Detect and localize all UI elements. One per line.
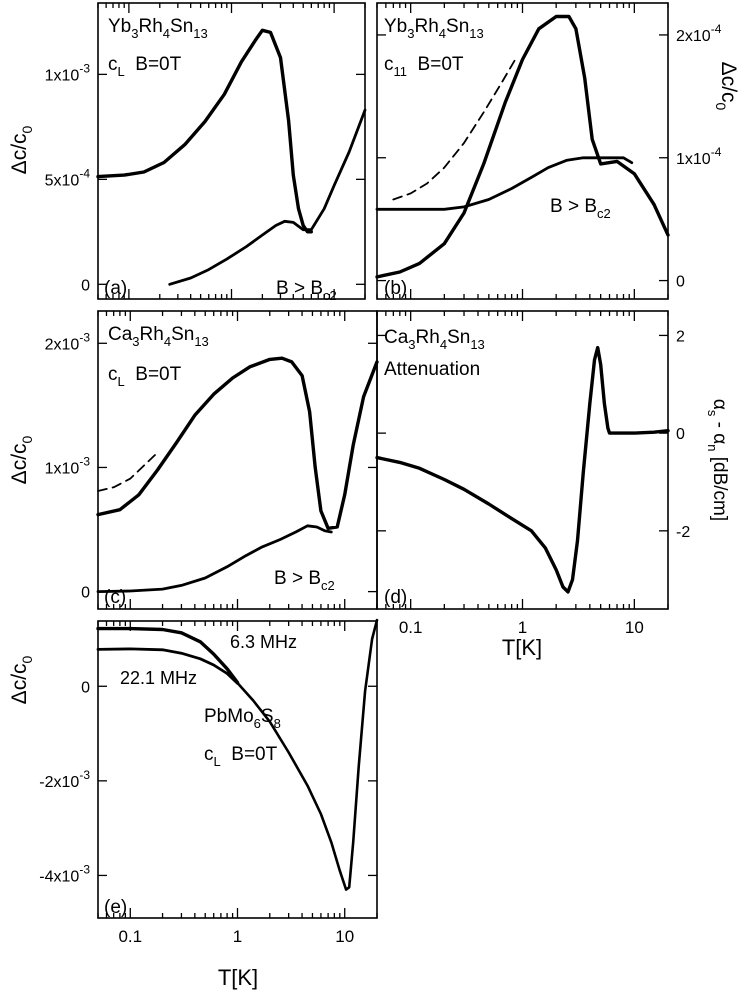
y-tick-label: 1x10-3 [45,61,91,84]
series-line-1 [375,14,670,279]
series-line-1 [375,345,670,594]
y-tick-label: -4x10-3 [39,862,90,885]
panel-c-tag: (c) [104,587,126,608]
panel-e-tag: (e) [104,897,127,918]
series-line-1 [96,626,240,685]
panel-c-mode-label: cL B=0T [108,364,182,389]
panel-a: 0 5x10-4 1x10-3 Yb3Rh4Sn13 cL B=0T B > Bc2… [8,2,367,303]
series-line-2 [168,108,367,286]
y-tick-label: 0 [676,426,685,443]
panel-e-freq-label-6-3: 6.3 MHz [230,632,297,652]
panel-a-mode-label: cL B=0T [108,54,182,79]
panel-e-mode-label: cL B=0T [204,744,278,769]
x-tick-label: 1 [518,618,527,637]
panel-d-tag: (d) [384,587,407,608]
panel-a-frame [97,2,366,300]
panel-e: 0.1 1 10 -4x10-3 -2x10-3 0 PbMo6S8 cL B=0T 6.… [8,618,379,990]
series-line-3 [97,451,159,492]
panel-a-note: B > Bc2 [276,278,337,303]
panel-c-y-axis-label: Δc/c0 [8,435,35,484]
panel-c-note: B > Bc2 [274,568,335,593]
y-tick-label: 0 [676,274,685,291]
series-line-2 [375,156,634,211]
y-tick-label: 1x10-4 [676,145,722,168]
panel-e-marks: 0.1 1 10 -4x10-3 -2x10-3 0 [39,618,379,946]
panel-d: 0.1 1 10 -2 0 2 Ca3Rh4Sn13 Attenuation (d) αs… [375,310,730,660]
series-line-2 [96,524,333,593]
panel-e-x-axis-label: T[K] [218,965,258,990]
panel-d-y-axis-label: αs - αn [dB/cm] [705,399,730,521]
series-line-3 [392,54,519,201]
panel-b-y-axis-label: Δc/c0 [713,62,740,111]
panel-a-tag: (a) [104,278,127,299]
x-tick-label: 1 [233,927,242,946]
x-tick-label: 0.1 [118,927,142,946]
panel-d-frame [376,310,669,610]
panel-b: 0 1x10-4 2x10-4 Yb3Rh4Sn13 c11 B=0T B > Bc… [375,2,740,300]
y-tick-label: 0 [81,277,90,294]
panel-d-mode-label: Attenuation [384,359,480,380]
y-tick-label: 1x10-3 [45,454,91,477]
panel-b-mode-label: c11 B=0T [384,54,464,79]
panel-e-compound: PbMo6S8 [204,706,281,731]
y-tick-label: 5x10-4 [45,166,91,189]
x-tick-label: 0.1 [399,618,423,637]
y-tick-label: 2x10-4 [676,22,722,45]
panel-b-marks: 0 1x10-4 2x10-4 [375,3,722,299]
panel-b-compound: Yb3Rh4Sn13 [384,16,484,41]
series-line-2 [96,647,239,685]
panel-b-frame [376,2,669,300]
x-tick-label: 10 [625,618,644,637]
series-line-3 [236,618,379,891]
panel-d-marks: 0.1 1 10 -2 0 2 [375,311,690,637]
y-tick-label: -2 [676,524,690,541]
panel-e-freq-label-22-1: 22.1 MHz [120,668,197,688]
y-tick-label: -2x10-3 [39,768,90,791]
panel-d-compound: Ca3Rh4Sn13 [384,327,485,352]
y-tick-label: 2x10-3 [45,330,91,353]
panel-c-marks: 0 1x10-3 2x10-3 [45,311,379,609]
series-line-1 [96,356,379,530]
panel-b-note: B > Bc2 [550,196,611,221]
panel-b-tag: (b) [384,278,407,299]
y-tick-label: 2 [676,328,685,345]
y-tick-label: 0 [81,679,90,696]
panel-a-marks: 0 5x10-4 1x10-3 [45,3,367,299]
panel-e-frame [97,620,378,919]
panel-e-y-axis-label: Δc/c0 [8,655,35,704]
panel-d-x-axis-label: T[K] [502,635,542,660]
series-line-1 [96,28,313,234]
panel-c-compound: Ca3Rh4Sn13 [108,324,209,349]
panel-a-y-axis-label: Δc/c0 [8,125,35,174]
panel-a-compound: Yb3Rh4Sn13 [108,16,208,41]
panel-c: 0 1x10-3 2x10-3 Ca3Rh4Sn13 cL B=0T B > Bc2… [8,310,379,610]
y-tick-label: 0 [81,585,90,602]
x-tick-label: 10 [335,927,354,946]
